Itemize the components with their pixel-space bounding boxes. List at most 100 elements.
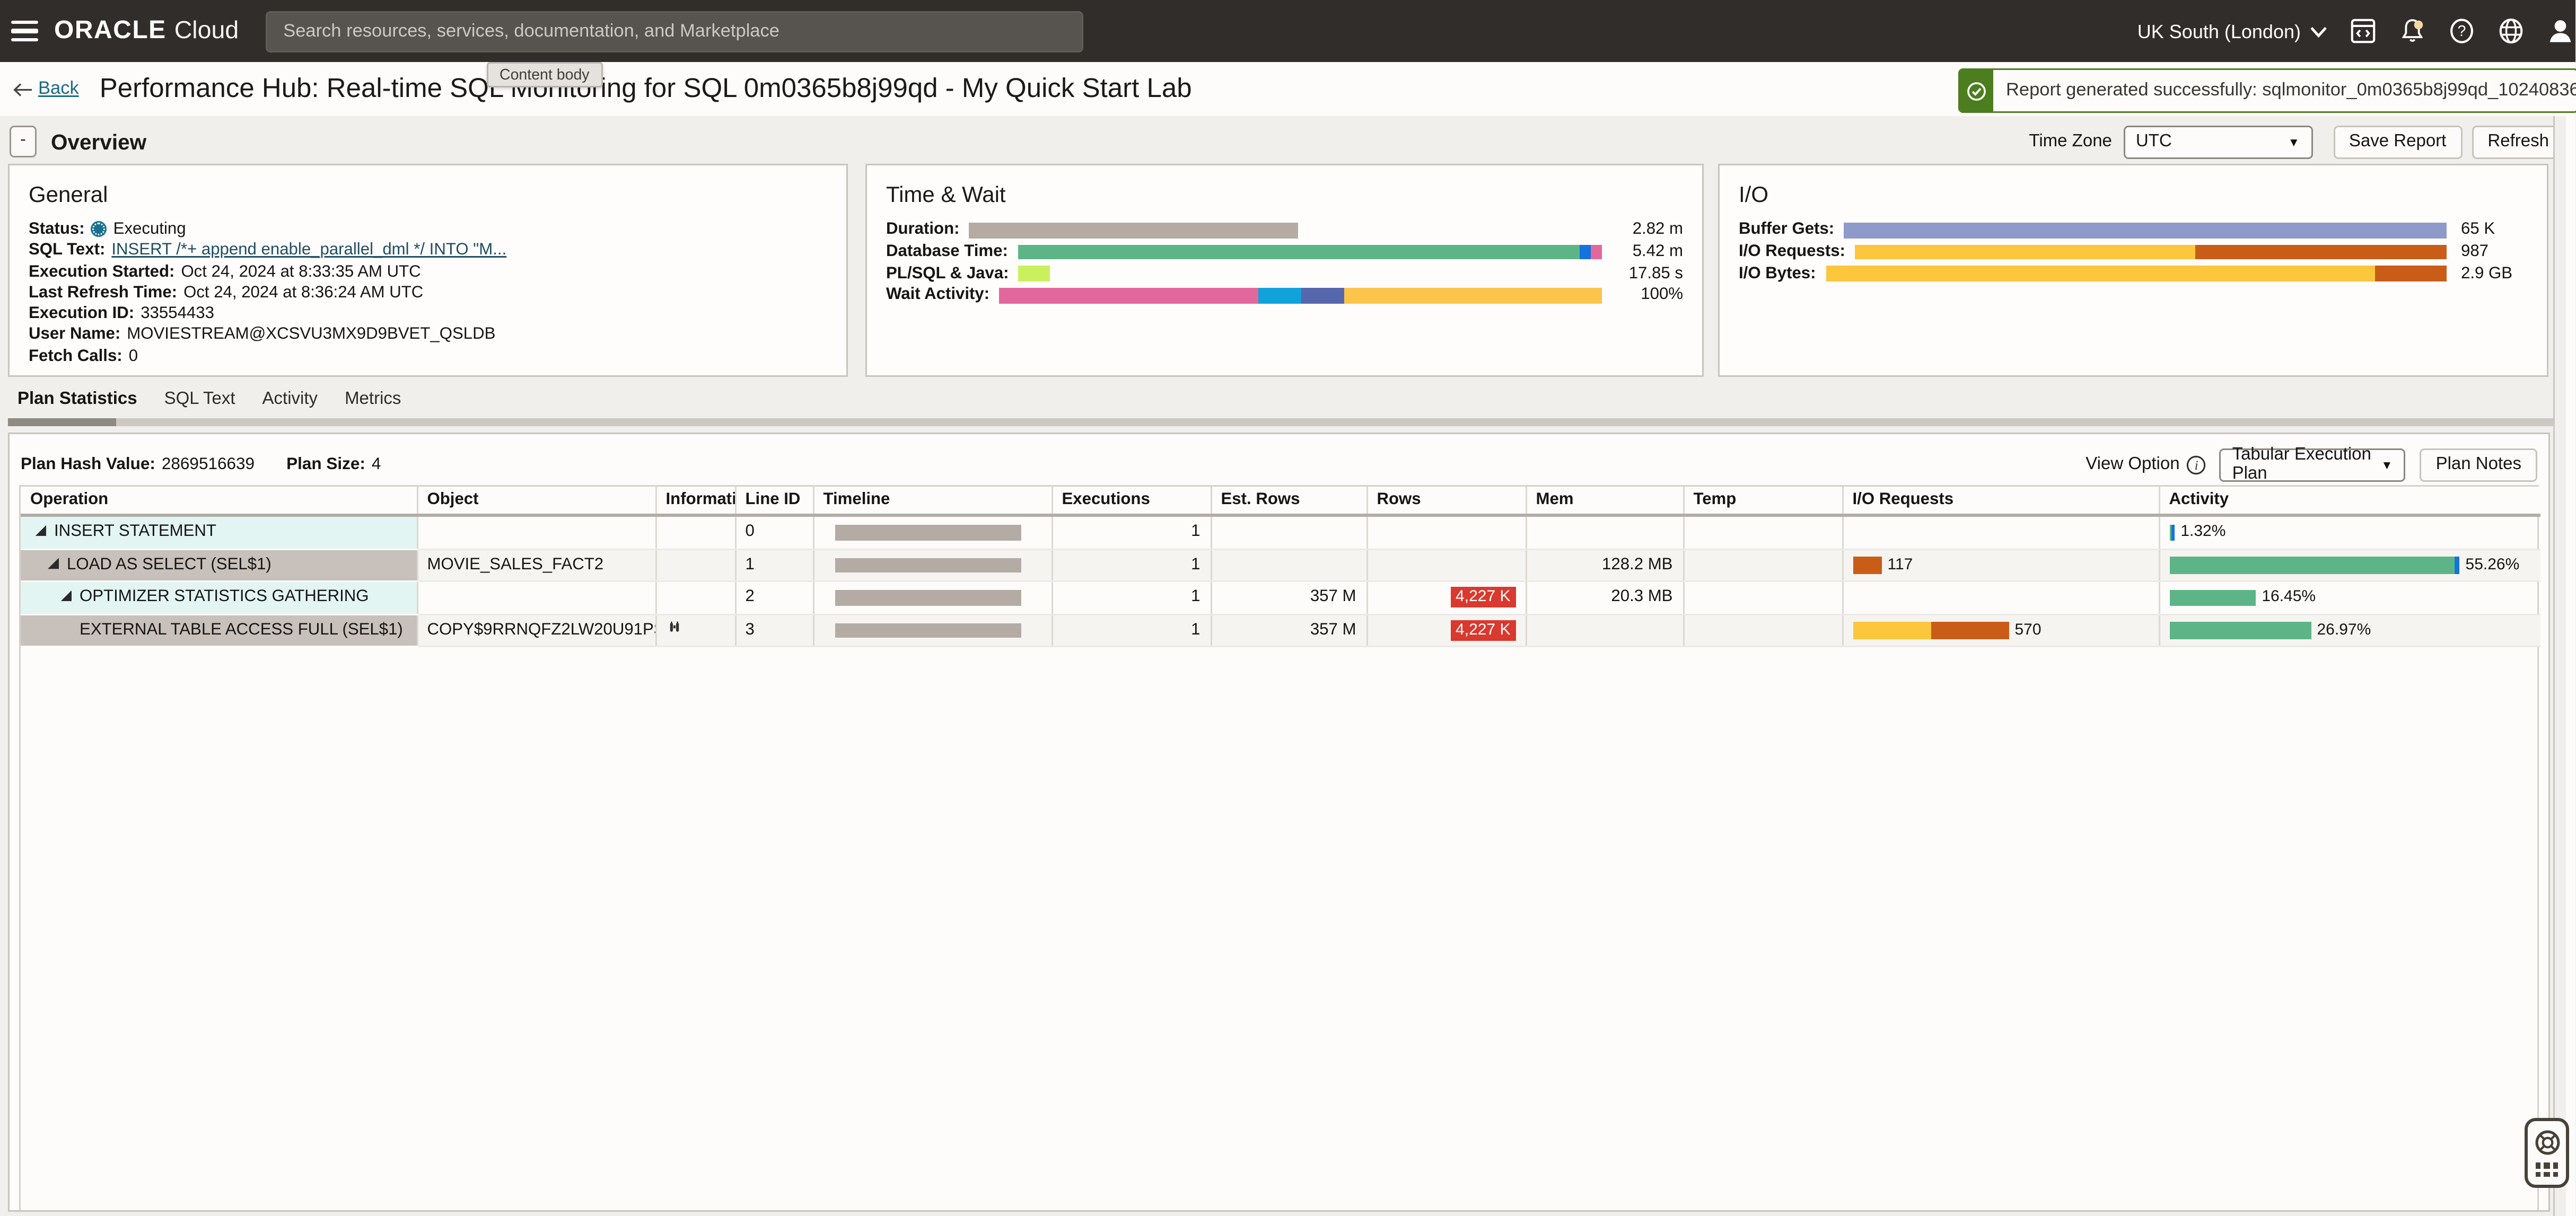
life-ring-icon [2535,1131,2559,1156]
field-label: Last Refresh Time: [29,284,178,302]
general-field: Status: Executing [29,219,827,241]
expand-toggle-icon[interactable] [48,558,59,569]
time-wait-stats: Duration: 2.82 m Database Time: 5.42 m PL/SQ… [886,219,1683,306]
io-requests-cell: 117 [1842,549,2160,582]
executions-cell: 1 [1052,515,1212,550]
table-row[interactable]: INSERT STATEMENT 0 1 1.32% [21,515,2540,550]
general-field: User Name: MOVIESTREAM@XCSVU3MX9D9BVET_QS… [29,325,827,346]
table-row[interactable]: LOAD AS SELECT (SEL$1) MOVIE_SALES_FACT2 1… [21,549,2540,582]
expand-toggle-icon[interactable] [35,525,46,536]
tab-strip: Plan Statistics SQL Text Activity Metrics [17,386,428,410]
region-selector[interactable]: UK South (London) [2137,20,2328,42]
hamburger-menu-icon[interactable] [11,21,38,41]
field-value: 0 [128,348,138,366]
bar-segment [1301,288,1344,304]
view-option-select[interactable]: Tabular Execution Plan ▼ [2219,445,2406,483]
expand-toggle-icon[interactable] [60,590,72,602]
operation-name: OPTIMIZER STATISTICS GATHERING [80,588,369,606]
stat-label: I/O Bytes: [1739,265,1816,283]
io-panel: I/O Buffer Gets: 65 K I/O Requests: 987 I/O … [1718,164,2548,377]
stat-bar [1854,244,2447,260]
sql-text-link[interactable]: INSERT /*+ append enable_parallel_dml */… [111,242,507,260]
column-header-temp: Temp [1683,487,1843,517]
refresh-button[interactable]: Refresh [2472,125,2565,158]
column-header-object: Object [417,487,656,517]
chevron-down-icon [2311,26,2327,37]
temp-cell [1683,581,1843,615]
bar-segment [1852,557,1881,574]
field-label: Execution ID: [29,305,135,323]
table-row[interactable]: OPTIMIZER STATISTICS GATHERING 2 1 357 M 4,2… [21,581,2540,615]
column-header-rows: Rows [1366,487,1527,517]
bar-segment [1017,244,1581,260]
tab-activity[interactable]: Activity [262,389,318,408]
information-cell [655,581,736,615]
back-link[interactable]: Back [38,80,79,99]
io-requests-value: 117 [1887,556,1913,574]
cloud-shell-icon[interactable] [2350,17,2377,45]
plan-notes-button[interactable]: Plan Notes [2420,447,2537,481]
timezone-select[interactable]: UTC ▼ [2123,125,2312,158]
language-globe-icon[interactable] [2498,17,2525,45]
information-cell [655,549,736,582]
bar-segment [2169,589,2256,606]
line-id-cell: 3 [735,614,814,647]
content-body-tooltip: Content body [487,62,602,87]
temp-cell [1683,614,1843,647]
activity-bar: 26.97% [2169,621,2531,639]
binoculars-icon [666,622,682,641]
drag-handle-dots-icon[interactable] [2536,1162,2558,1177]
general-field: Execution ID: 33554433 [29,304,827,325]
collapse-overview-button[interactable]: - [10,126,37,157]
stat-label: Database Time: [886,243,1008,261]
general-field: Last Refresh Time: Oct 24, 2024 at 8:36:2… [29,283,827,304]
back-arrow-icon [13,82,32,96]
activity-value: 1.32% [2180,523,2226,541]
operation-cell: OPTIMIZER STATISTICS GATHERING [21,581,418,615]
bar-segment [2171,524,2175,541]
oracle-cloud-logo[interactable]: ORACLE Cloud [54,17,239,46]
table-row[interactable]: EXTERNAL TABLE ACCESS FULL (SEL$1) COPY$9… [21,614,2540,647]
save-report-button[interactable]: Save Report [2333,125,2463,158]
stat-label: Wait Activity: [886,287,990,305]
plan-size-value: 4 [371,455,381,474]
line-id-cell: 2 [735,581,814,615]
bar-segment [1018,266,1050,282]
vertical-scrollbar[interactable] [2553,116,2568,1216]
stat-value: 100% [1641,287,1683,305]
stat-label: Buffer Gets: [1739,222,1835,240]
rows-cell [1366,515,1527,550]
brand-oracle: ORACLE [54,16,167,44]
search-input[interactable] [267,21,1082,41]
mem-cell: 20.3 MB [1526,581,1684,615]
io-requests-bar: 117 [1852,556,2149,574]
page-edge [2566,116,2576,1216]
tab-metrics[interactable]: Metrics [345,389,401,408]
global-search[interactable] [266,10,1084,52]
column-header-i-o-requests: I/O Requests [1842,487,2160,517]
tab-indicator-bar [8,418,2553,426]
assistance-widget[interactable] [2525,1118,2569,1188]
notifications-bell-icon[interactable] [2399,17,2426,45]
stat-value: 65 K [2461,222,2495,240]
bar-segment [1854,244,2195,260]
user-avatar-icon[interactable] [2547,17,2574,45]
bar-segment [2455,557,2459,574]
activity-value: 16.45% [2262,588,2316,606]
general-field: SQL Text: INSERT /*+ append enable_parall… [29,241,827,262]
field-label: Status: [29,221,85,239]
executions-cell: 1 [1052,614,1212,647]
info-icon[interactable]: i [2186,454,2207,475]
bar-segment [2169,524,2172,541]
help-icon[interactable]: ? [2449,17,2476,45]
timezone-label: Time Zone [2029,132,2112,151]
bar-segment [1825,266,2376,282]
stat-row: Duration: 2.82 m [886,219,1683,241]
mem-cell [1526,515,1684,550]
overview-panels: General Status: Executing SQL Text: INSERT … [8,164,2548,377]
view-option-label: View Option [2086,455,2180,474]
tab-sql-text[interactable]: SQL Text [164,389,235,408]
tab-plan-statistics[interactable]: Plan Statistics [17,389,137,408]
topbar: ORACLE Cloud UK South (London) ? [0,0,2576,62]
information-cell [655,515,736,550]
